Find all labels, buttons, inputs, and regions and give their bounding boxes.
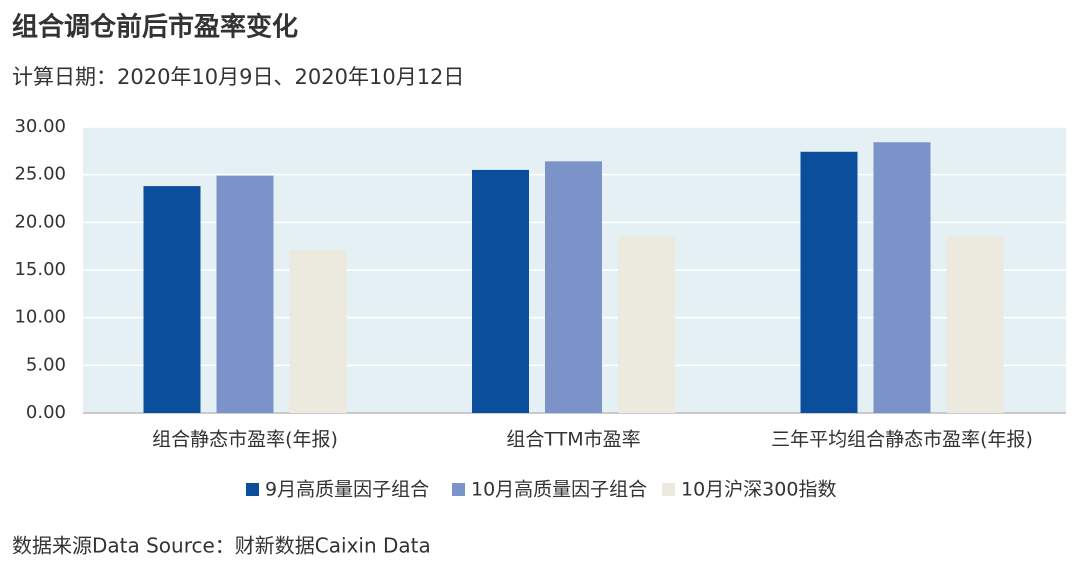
legend-label: 10月高质量因子组合 bbox=[471, 479, 647, 501]
bar bbox=[143, 186, 201, 413]
y-tick-label: 20.00 bbox=[14, 211, 66, 232]
legend-swatch bbox=[246, 483, 259, 496]
x-tick-label: 三年平均组合静态市盈率(年报) bbox=[771, 429, 1033, 451]
bar bbox=[216, 175, 274, 413]
bar bbox=[545, 161, 602, 413]
bar bbox=[618, 236, 675, 413]
bar bbox=[289, 249, 347, 413]
y-tick-label: 15.00 bbox=[14, 259, 66, 280]
chart-subtitle: 计算日期：2020年10月9日、2020年10月12日 bbox=[12, 65, 464, 89]
y-tick-label: 0.00 bbox=[26, 402, 66, 423]
legend-swatch bbox=[662, 483, 675, 496]
bar bbox=[873, 142, 931, 413]
chart-title: 组合调仓前后市盈率变化 bbox=[12, 12, 298, 43]
x-tick-label: 组合静态市盈率(年报) bbox=[152, 429, 338, 451]
y-tick-label: 10.00 bbox=[14, 307, 66, 328]
x-tick-label: 组合TTM市盈率 bbox=[506, 429, 640, 451]
bar bbox=[946, 236, 1004, 413]
legend-label: 9月高质量因子组合 bbox=[265, 479, 429, 501]
legend-label: 10月沪深300指数 bbox=[681, 479, 836, 501]
legend-swatch bbox=[452, 483, 465, 496]
source: 数据来源Data Source：财新数据Caixin Data bbox=[12, 534, 431, 558]
bar bbox=[800, 151, 858, 413]
y-tick-label: 5.00 bbox=[26, 354, 66, 375]
y-tick-label: 25.00 bbox=[14, 164, 66, 185]
y-tick-label: 30.00 bbox=[14, 116, 66, 137]
bar bbox=[472, 169, 529, 413]
